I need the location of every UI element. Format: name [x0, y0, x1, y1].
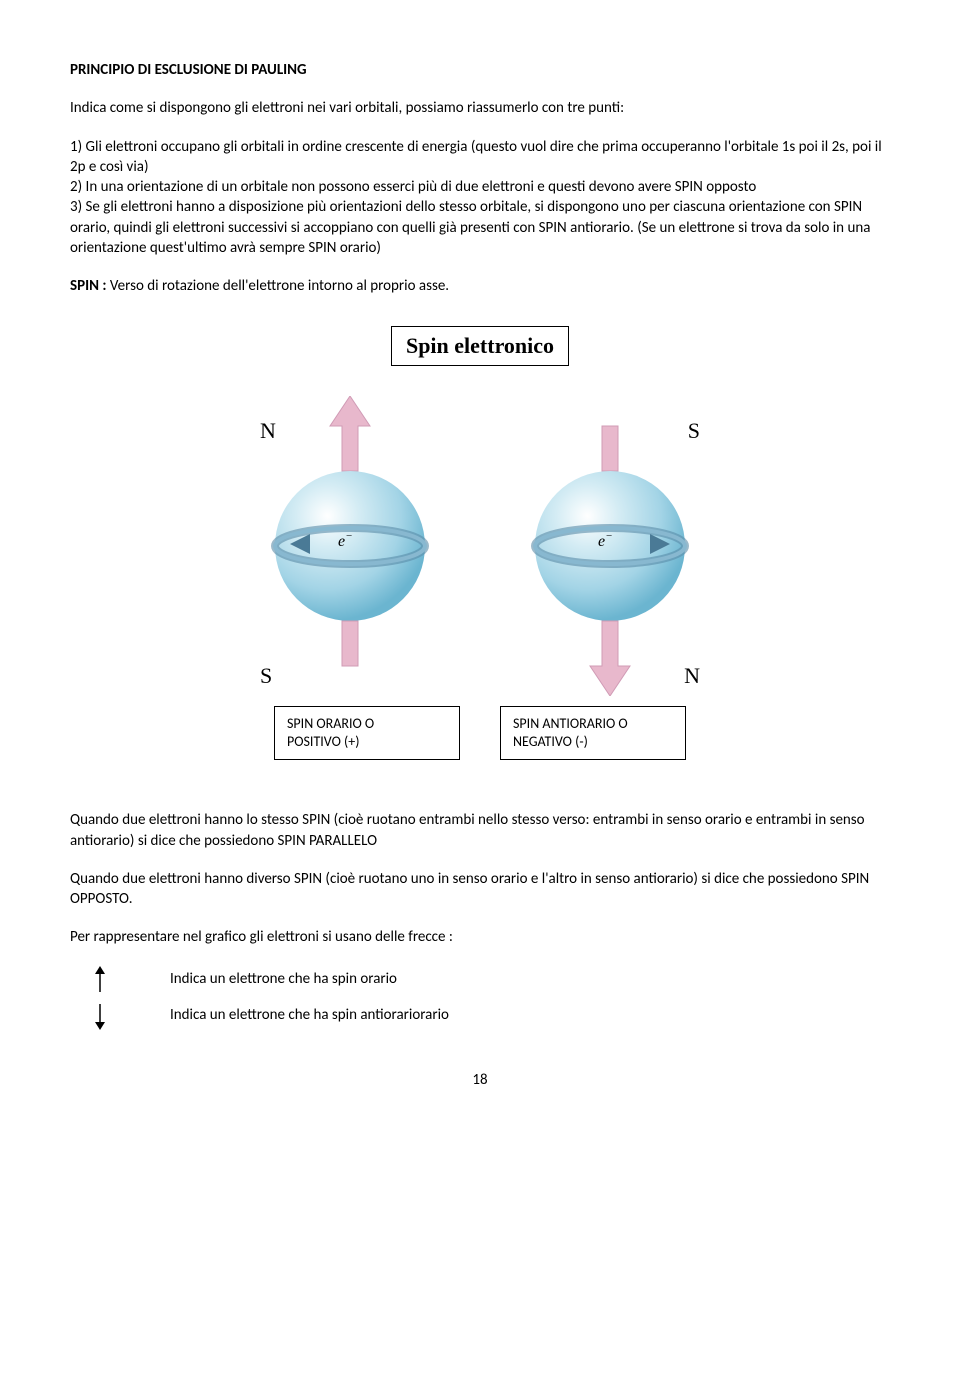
- spin-text: Verso di rotazione dell'elettrone intorn…: [106, 277, 449, 295]
- intro-paragraph: Indica come si dispongono gli elettroni …: [70, 98, 890, 118]
- caption-counterclockwise: SPIN ANTIORARIO O NEGATIVO (-): [500, 706, 686, 760]
- pole-label-s: S: [688, 416, 700, 446]
- legend-spin-down: Indica un elettrone che ha spin antiorar…: [90, 1002, 890, 1030]
- pole-label-n: N: [260, 416, 276, 446]
- caption-line: NEGATIVO (-): [513, 733, 588, 750]
- svg-text:e: e: [338, 533, 345, 550]
- sphere-counterclockwise: S e: [520, 396, 700, 696]
- points-paragraph: 1) Gli elettroni occupano gli orbitali i…: [70, 137, 890, 259]
- spin-definition: SPIN : Verso di rotazione dell'elettrone…: [70, 276, 890, 296]
- pole-label-n: N: [684, 661, 700, 691]
- legend-spin-up: Indica un elettrone che ha spin orario: [90, 966, 890, 994]
- svg-text:−: −: [606, 530, 612, 542]
- caption-line: SPIN ORARIO O: [287, 715, 374, 732]
- page-title: PRINCIPIO DI ESCLUSIONE DI PAULING: [70, 60, 890, 80]
- legend-text: Indica un elettrone che ha spin orario: [170, 969, 397, 989]
- page-number: 18: [70, 1070, 890, 1090]
- caption-line: SPIN ANTIORARIO O: [513, 715, 628, 732]
- spin-label: SPIN :: [70, 277, 106, 295]
- sphere-left-svg: e −: [260, 396, 440, 696]
- arrow-up-icon: [90, 966, 110, 994]
- sphere-right-svg: e −: [520, 396, 700, 696]
- diagram-title: Spin elettronico: [391, 326, 569, 366]
- caption-clockwise: SPIN ORARIO O POSITIVO (+): [274, 706, 460, 760]
- arrow-down-icon: [90, 1002, 110, 1030]
- paragraph-frecce: Per rappresentare nel grafico gli elettr…: [70, 927, 890, 947]
- caption-line: POSITIVO (+): [287, 733, 359, 750]
- svg-text:e: e: [598, 533, 605, 550]
- pole-label-s: S: [260, 661, 272, 691]
- spin-diagram: Spin elettronico N: [200, 326, 760, 760]
- paragraph-parallelo: Quando due elettroni hanno lo stesso SPI…: [70, 810, 890, 851]
- paragraph-opposto: Quando due elettroni hanno diverso SPIN …: [70, 869, 890, 910]
- legend-text: Indica un elettrone che ha spin antiorar…: [170, 1005, 449, 1025]
- sphere-clockwise: N e: [260, 396, 440, 696]
- svg-text:−: −: [346, 530, 352, 542]
